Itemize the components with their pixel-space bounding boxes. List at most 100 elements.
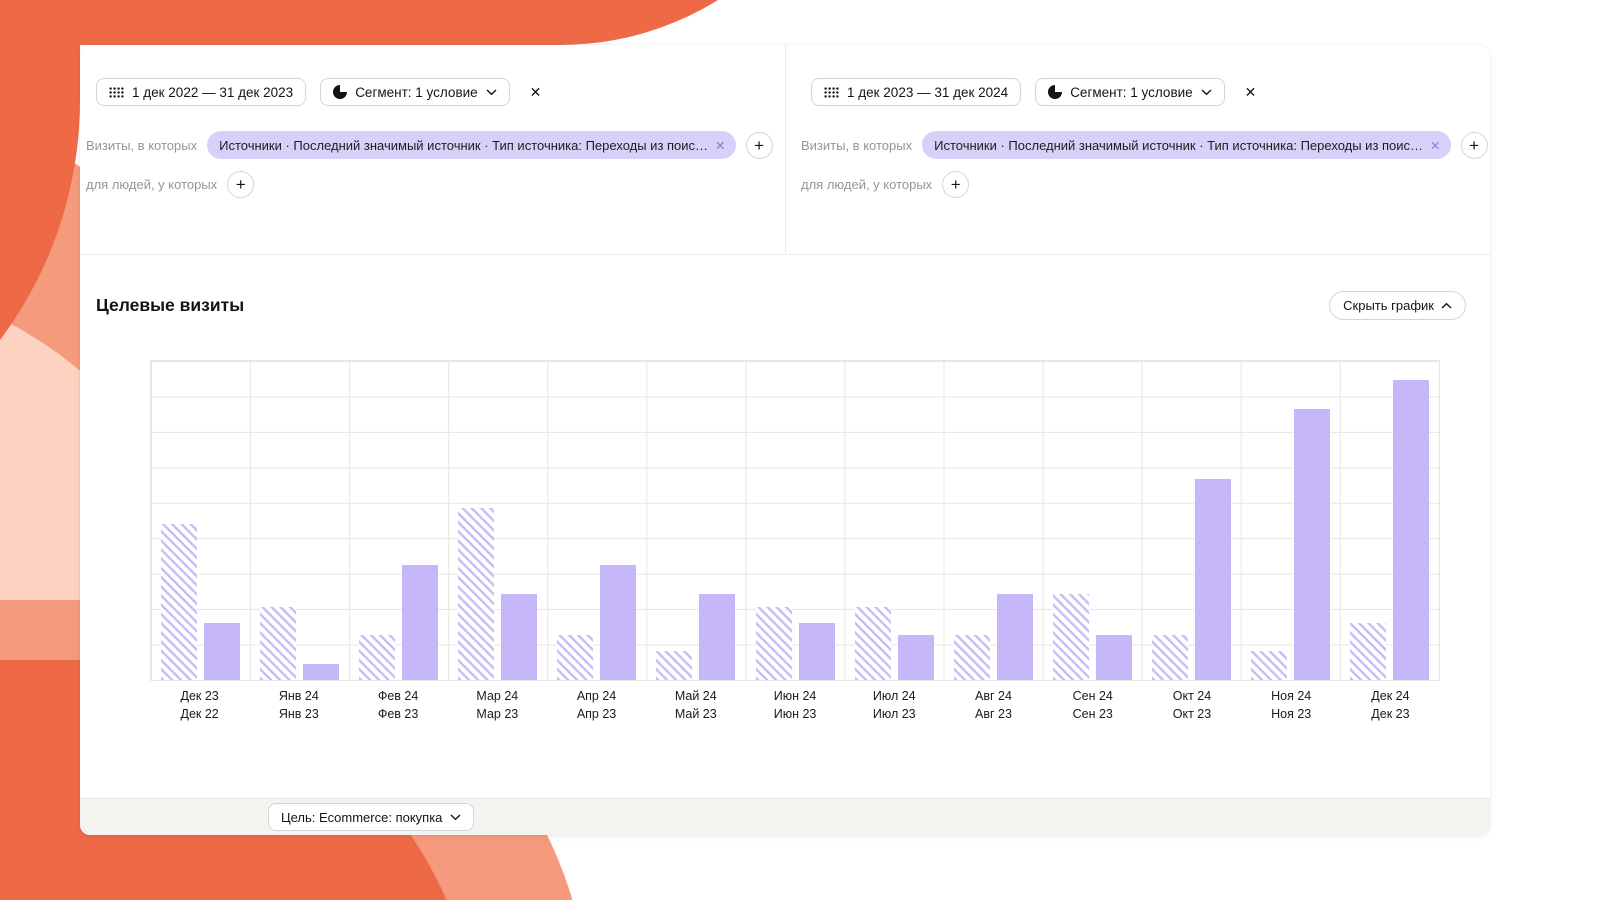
add-people-condition-button-a[interactable]: +: [227, 171, 255, 198]
x-axis-tick: Сен 24 Сен 23: [1072, 689, 1113, 721]
bar-group[interactable]: [151, 361, 250, 680]
close-icon: ✕: [1244, 83, 1257, 100]
chip-label: Источники · Последний значимый источник …: [934, 137, 1424, 153]
bar-hatched[interactable]: [557, 635, 594, 680]
remove-segment-button-a[interactable]: ✕: [524, 82, 548, 103]
bar-group[interactable]: [1142, 361, 1241, 680]
visits-condition-label: Визиты, в которых: [801, 137, 913, 153]
bar-solid[interactable]: [897, 635, 934, 680]
x-axis-tick: Мар 24 Мар 23: [476, 689, 519, 721]
x-axis-tick: Июл 24 Июл 23: [872, 689, 916, 721]
people-condition-label: для людей, у которых: [801, 177, 933, 192]
date-range-button-b[interactable]: 1 дек 2023 — 31 дек 2024: [811, 78, 1022, 106]
bar-solid[interactable]: [1194, 479, 1231, 680]
segment-label: Сегмент: 1 условие: [1070, 84, 1193, 100]
bar-group[interactable]: [1043, 361, 1142, 680]
bar-hatched[interactable]: [656, 651, 693, 680]
x-axis-labels: Дек 23 Дек 22 Янв 24 Янв 23 Фев 24 Фев 23 Мар …: [150, 688, 1440, 723]
chip-label: Источники · Последний значимый источник …: [219, 137, 709, 153]
x-axis-tick: Янв 24 Янв 23: [278, 689, 319, 721]
bar-group[interactable]: [250, 361, 349, 680]
bar-chart: Дек 23 Дек 22 Янв 24 Янв 23 Фев 24 Фев 23 Мар …: [150, 360, 1440, 723]
bar-hatched[interactable]: [359, 635, 396, 680]
segment-pie-icon: [333, 85, 348, 99]
segment-button-a[interactable]: Сегмент: 1 условие: [320, 78, 510, 106]
bar-group[interactable]: [1340, 361, 1439, 680]
x-axis-tick: Ноя 24 Ноя 23: [1271, 689, 1312, 721]
bar-hatched[interactable]: [161, 523, 198, 680]
add-visit-condition-button-a[interactable]: +: [745, 131, 773, 159]
chevron-down-icon: [486, 88, 497, 95]
x-axis-tick: Дек 24 Дек 23: [1371, 689, 1410, 721]
bar-group[interactable]: [1241, 361, 1340, 680]
date-range-label: 1 дек 2023 — 31 дек 2024: [847, 84, 1009, 100]
bar-hatched[interactable]: [854, 606, 891, 680]
bar-solid[interactable]: [204, 622, 241, 680]
bar-hatched[interactable]: [1151, 635, 1188, 680]
bar-hatched[interactable]: [1349, 622, 1386, 680]
hide-chart-label: Скрыть график: [1343, 298, 1434, 313]
people-condition-label: для людей, у которых: [86, 177, 218, 192]
bar-group[interactable]: [944, 361, 1043, 680]
bar-solid[interactable]: [996, 593, 1033, 680]
bar-solid[interactable]: [402, 565, 439, 680]
chevron-down-icon: [450, 813, 461, 820]
x-axis-tick: Дек 23 Дек 22: [180, 689, 219, 721]
bg-shape-top-coral: [0, 0, 860, 45]
date-range-button-a[interactable]: 1 дек 2022 — 31 дек 2023: [96, 78, 307, 106]
x-axis-tick: Апр 24 Апр 23: [576, 689, 617, 721]
plus-icon: +: [754, 135, 764, 155]
remove-segment-button-b[interactable]: ✕: [1239, 82, 1263, 103]
bar-group[interactable]: [646, 361, 745, 680]
bar-hatched[interactable]: [953, 635, 990, 680]
bar-solid[interactable]: [1293, 408, 1330, 680]
hide-chart-button[interactable]: Скрыть график: [1329, 291, 1466, 320]
filters-section: 1 дек 2022 — 31 дек 2023 Сегмент: 1 усло…: [80, 45, 1490, 255]
chevron-down-icon: [1201, 88, 1212, 95]
x-axis-tick: Май 24 Май 23: [674, 689, 717, 721]
bar-chart-plot[interactable]: [150, 360, 1440, 681]
bar-hatched[interactable]: [458, 507, 495, 680]
goal-select[interactable]: Цель: Ecommerce: покупка: [268, 803, 475, 831]
bar-group[interactable]: [349, 361, 448, 680]
segment-pie-icon: [1048, 85, 1063, 99]
chip-close-icon[interactable]: ✕: [1430, 138, 1441, 153]
close-icon: ✕: [529, 83, 542, 100]
bar-solid[interactable]: [303, 664, 340, 680]
chart-header: Целевые визиты Скрыть график: [96, 291, 1466, 320]
filter-panel-a: 1 дек 2022 — 31 дек 2023 Сегмент: 1 усло…: [80, 45, 785, 254]
bar-solid[interactable]: [1392, 380, 1429, 680]
chip-close-icon[interactable]: ✕: [715, 138, 726, 153]
plus-icon: +: [235, 175, 246, 194]
x-axis-tick: Окт 24 Окт 23: [1172, 689, 1212, 721]
bar-group[interactable]: [547, 361, 646, 680]
x-axis-tick: Фев 24 Фев 23: [377, 689, 419, 721]
report-card: 1 дек 2022 — 31 дек 2023 Сегмент: 1 усло…: [80, 45, 1490, 835]
bar-solid[interactable]: [798, 622, 835, 680]
bar-group[interactable]: [448, 361, 547, 680]
plus-icon: +: [1469, 135, 1479, 155]
bar-hatched[interactable]: [1052, 593, 1089, 680]
bar-hatched[interactable]: [260, 606, 297, 680]
bar-group[interactable]: [745, 361, 844, 680]
bar-solid[interactable]: [699, 593, 736, 680]
segment-button-b[interactable]: Сегмент: 1 условие: [1035, 78, 1225, 106]
date-range-label: 1 дек 2022 — 31 дек 2023: [132, 84, 294, 100]
segment-condition-chip-b[interactable]: Источники · Последний значимый источник …: [922, 131, 1451, 159]
segment-condition-chip-a[interactable]: Источники · Последний значимый источник …: [207, 131, 736, 159]
bar-hatched[interactable]: [755, 606, 792, 680]
calendar-grid-icon: [109, 86, 124, 98]
x-axis-tick: Авг 24 Авг 23: [975, 689, 1012, 721]
bar-solid[interactable]: [600, 565, 637, 680]
goal-label: Цель: Ecommerce: покупка: [281, 809, 443, 825]
bar-solid[interactable]: [1095, 635, 1132, 680]
goal-bar: Цель: Ecommerce: покупка: [80, 798, 1490, 835]
bar-solid[interactable]: [501, 593, 538, 680]
add-visit-condition-button-b[interactable]: +: [1460, 131, 1488, 159]
bar-hatched[interactable]: [1250, 651, 1287, 680]
filter-panel-b: 1 дек 2023 — 31 дек 2024 Сегмент: 1 усло…: [785, 45, 1490, 254]
add-people-condition-button-b[interactable]: +: [942, 171, 970, 198]
bar-group[interactable]: [845, 361, 944, 680]
chevron-up-icon: [1441, 302, 1452, 309]
